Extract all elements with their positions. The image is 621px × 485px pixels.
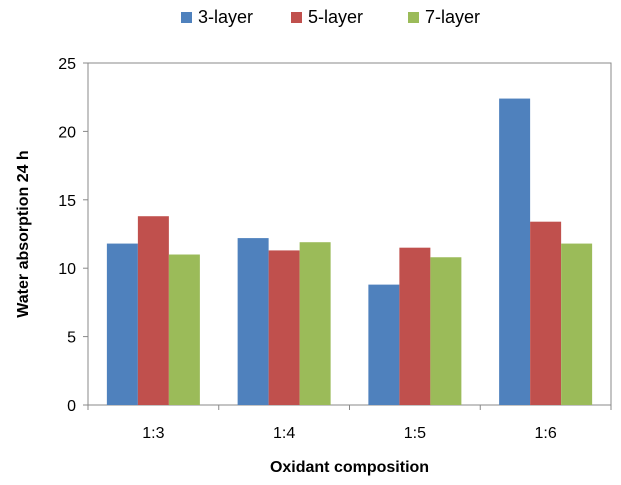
bar-3-layer-1:4 — [237, 238, 269, 405]
legend-label: 7-layer — [425, 7, 480, 27]
y-tick-label: 15 — [58, 193, 76, 210]
legend-item: 3-layer — [181, 7, 253, 27]
legend-item: 5-layer — [291, 7, 363, 27]
x-tick-label: 1:5 — [404, 425, 426, 442]
legend-swatch — [408, 12, 419, 23]
bar-7-layer-1:6 — [561, 243, 593, 405]
x-tick-label: 1:3 — [142, 425, 164, 442]
legend: 3-layer 5-layer 7-layer — [181, 7, 480, 27]
bar-3-layer-1:3 — [106, 243, 138, 405]
x-tick-label: 1:6 — [535, 425, 557, 442]
bar-7-layer-1:4 — [299, 242, 331, 405]
y-tick-label: 20 — [58, 124, 76, 141]
bar-5-layer-1:6 — [530, 221, 562, 405]
y-axis-title: Water absorption 24 h — [15, 150, 32, 317]
x-tick-label: 1:4 — [273, 425, 295, 442]
bar-7-layer-1:3 — [168, 254, 200, 405]
y-tick-label: 0 — [67, 398, 76, 415]
bars — [106, 98, 593, 406]
bar-5-layer-1:5 — [399, 247, 431, 405]
bar-3-layer-1:5 — [368, 284, 400, 405]
legend-item: 7-layer — [408, 7, 480, 27]
plot-area: 0 5 10 15 20 25 1:3 1:4 1:5 1:6 — [58, 56, 612, 442]
x-axis-title: Oxidant composition — [270, 459, 429, 476]
y-tick-label: 25 — [58, 56, 76, 73]
y-tick-label: 10 — [58, 261, 76, 278]
legend-label: 3-layer — [198, 7, 253, 27]
legend-swatch — [291, 12, 302, 23]
bar-5-layer-1:4 — [268, 250, 300, 405]
y-axis: 0 5 10 15 20 25 — [58, 56, 88, 415]
x-axis: 1:3 1:4 1:5 1:6 — [87, 405, 612, 442]
bar-7-layer-1:5 — [430, 257, 462, 405]
legend-swatch — [181, 12, 192, 23]
bar-5-layer-1:3 — [137, 216, 169, 405]
bar-3-layer-1:6 — [499, 98, 531, 406]
legend-label: 5-layer — [308, 7, 363, 27]
y-tick-label: 5 — [67, 330, 76, 347]
